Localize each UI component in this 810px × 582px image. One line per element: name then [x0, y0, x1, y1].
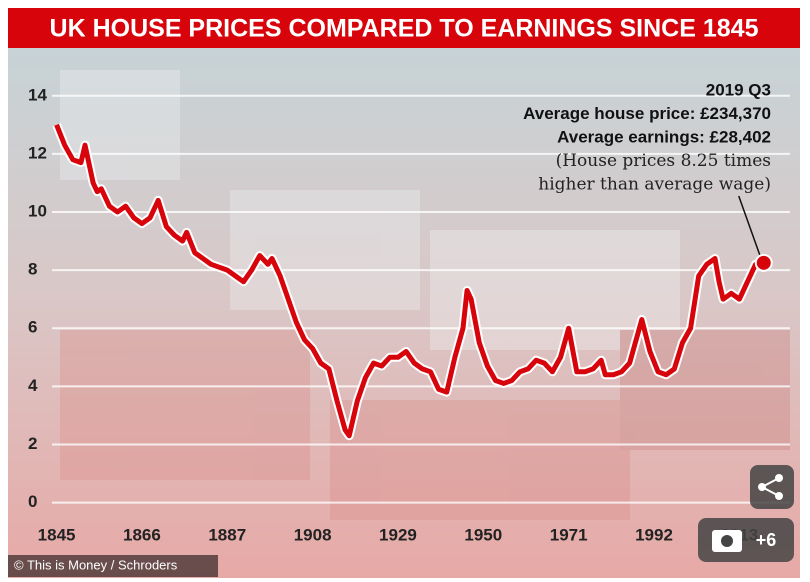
chart-title: UK HOUSE PRICES COMPARED TO EARNINGS SIN…	[50, 15, 759, 43]
y-tick-label: 12	[28, 143, 47, 162]
y-tick-label: 6	[28, 318, 37, 337]
share-icon	[761, 486, 780, 497]
y-tick-label: 0	[28, 492, 37, 511]
gallery-button[interactable]: +6	[698, 518, 794, 562]
x-tick-label: 1971	[550, 525, 588, 544]
x-tick-label: 1845	[38, 525, 76, 544]
photo-background	[8, 48, 800, 578]
end-marker	[754, 253, 773, 272]
annotation: higher than average wage)	[538, 175, 771, 195]
annotation: 2019 Q3	[706, 80, 771, 99]
camera-icon	[721, 535, 733, 547]
source-bg	[8, 555, 218, 577]
title-bar	[8, 8, 800, 48]
share-button[interactable]	[750, 465, 794, 509]
share-icon	[761, 477, 780, 488]
share-bg[interactable]	[750, 465, 794, 509]
x-tick-label: 1908	[294, 525, 332, 544]
annotation-leader	[738, 195, 761, 256]
annotation: Average house price: £234,370	[523, 104, 771, 123]
y-tick-label: 14	[28, 85, 47, 104]
house-silhouettes	[60, 70, 790, 520]
y-tick-label: 4	[28, 376, 38, 395]
source: © This is Money / Schroders	[14, 557, 178, 572]
x-tick-label: 1992	[635, 525, 673, 544]
y-tick-label: 8	[28, 260, 37, 279]
line	[54, 123, 765, 439]
photo-count: +6	[756, 530, 777, 550]
x-tick-label: 1929	[379, 525, 417, 544]
x-tick-label: 1950	[464, 525, 502, 544]
annotation: (House prices 8.25 times	[556, 151, 771, 171]
x-tick-label: 1887	[208, 525, 246, 544]
x-tick-label: 1866	[123, 525, 161, 544]
annotation: Average earnings: £28,402	[557, 127, 771, 146]
y-tick-label: 2	[28, 434, 37, 453]
y-tick-label: 10	[28, 201, 47, 220]
